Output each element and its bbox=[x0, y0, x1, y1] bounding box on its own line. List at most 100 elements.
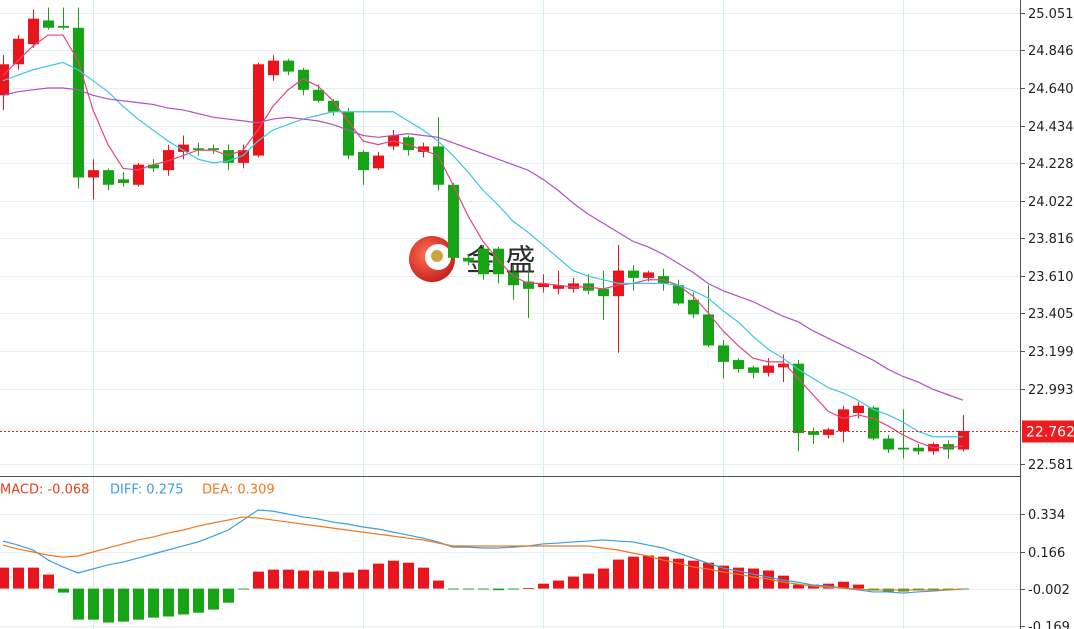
macd-bar bbox=[673, 558, 684, 589]
y-tick-label: 23.610 bbox=[1028, 270, 1074, 285]
macd-bar bbox=[73, 588, 84, 620]
candle-body bbox=[208, 148, 219, 151]
candle-body bbox=[883, 438, 894, 450]
candle-body bbox=[703, 314, 714, 346]
y-tick-label: 23.405 bbox=[1028, 307, 1074, 322]
macd-bar bbox=[58, 588, 69, 593]
macd-bar bbox=[283, 569, 294, 589]
candle-body bbox=[13, 38, 24, 65]
candle-body bbox=[508, 272, 519, 286]
macd-bar bbox=[178, 588, 189, 615]
candle-body bbox=[88, 170, 99, 178]
macd-bar bbox=[118, 588, 129, 622]
candle-body bbox=[238, 150, 249, 163]
last-price-label: 22.762 bbox=[1026, 425, 1074, 441]
y-tick-label: -0.169 bbox=[1028, 620, 1070, 629]
candle-body bbox=[808, 431, 819, 435]
candle-body bbox=[898, 447, 909, 450]
candle-body bbox=[688, 299, 699, 315]
candle-body bbox=[598, 288, 609, 297]
macd-bar bbox=[448, 588, 459, 590]
candle-body bbox=[868, 407, 879, 439]
candle-body bbox=[43, 20, 54, 28]
candle-body bbox=[418, 146, 429, 152]
candle-body bbox=[553, 285, 564, 289]
macd-bar bbox=[28, 567, 39, 589]
y-tick-label: 23.199 bbox=[1028, 345, 1074, 360]
candle-body bbox=[268, 60, 279, 76]
macd-bar bbox=[298, 570, 309, 589]
y-tick-label: 24.434 bbox=[1028, 120, 1074, 135]
macd-bar bbox=[718, 565, 729, 589]
candle-body bbox=[628, 270, 639, 278]
macd-bar bbox=[583, 573, 594, 589]
macd-readout: MACD: -0.068 bbox=[0, 483, 89, 498]
macd-bar bbox=[958, 588, 969, 590]
candle-body bbox=[328, 100, 339, 112]
moving-average-line bbox=[2, 34, 964, 449]
y-tick-label: 24.640 bbox=[1028, 82, 1074, 97]
macd-line bbox=[2, 509, 964, 594]
candle-body bbox=[118, 179, 129, 183]
macd-bar bbox=[943, 588, 954, 590]
macd-bar bbox=[463, 588, 474, 590]
macd-bar bbox=[0, 567, 9, 589]
candle-body bbox=[538, 283, 549, 288]
candle-body bbox=[73, 27, 84, 178]
macd-bar bbox=[43, 574, 54, 589]
candle-body bbox=[58, 25, 69, 28]
candle-body bbox=[958, 430, 969, 450]
macd-readout: DEA: 0.309 bbox=[202, 483, 275, 498]
macd-bar bbox=[688, 560, 699, 589]
macd-bar bbox=[628, 556, 639, 589]
macd-bar bbox=[208, 588, 219, 610]
macd-bar bbox=[238, 588, 249, 590]
candle-body bbox=[478, 248, 489, 275]
macd-bar bbox=[508, 588, 519, 590]
candle-body bbox=[823, 429, 834, 435]
y-tick-label: 22.581 bbox=[1028, 458, 1074, 473]
y-tick-label: 22.993 bbox=[1028, 383, 1074, 398]
macd-bar bbox=[313, 570, 324, 589]
macd-bar bbox=[88, 588, 99, 620]
y-tick-label: 0.334 bbox=[1028, 508, 1065, 523]
macd-bar bbox=[13, 567, 24, 589]
plot-layer: 25.051 24.846 24.640 24.434 24.228 24.022 23.8… bbox=[0, 7, 1074, 629]
macd-bar bbox=[478, 588, 489, 590]
macd-bar bbox=[388, 560, 399, 589]
candle-body bbox=[523, 281, 534, 289]
candle-body bbox=[343, 111, 354, 156]
macd-bar bbox=[598, 568, 609, 589]
macd-bar bbox=[853, 584, 864, 589]
macd-bar bbox=[418, 567, 429, 589]
vertical-grid bbox=[93, 0, 904, 629]
macd-readout: DIFF: 0.275 bbox=[110, 483, 184, 498]
candle-body bbox=[913, 447, 924, 452]
macd-bar bbox=[343, 572, 354, 589]
candle-body bbox=[193, 148, 204, 151]
candle-body bbox=[283, 60, 294, 72]
candle-body bbox=[148, 164, 159, 169]
macd-bar bbox=[403, 562, 414, 589]
watermark: 金 盛 bbox=[409, 236, 536, 282]
moving-average-line bbox=[2, 87, 964, 401]
macd-bar bbox=[658, 556, 669, 589]
macd-bar bbox=[793, 584, 804, 589]
watermark-logo-dot bbox=[431, 250, 443, 262]
candle-body bbox=[223, 150, 234, 163]
candle-body bbox=[793, 363, 804, 434]
candle-body bbox=[433, 146, 444, 185]
last-price-box bbox=[1022, 420, 1074, 443]
macd-bar bbox=[733, 567, 744, 589]
candle-body bbox=[358, 151, 369, 171]
candle-body bbox=[748, 367, 759, 373]
macd-bar bbox=[748, 568, 759, 589]
macd-bar bbox=[148, 588, 159, 618]
y-tick-label: 24.022 bbox=[1028, 195, 1074, 210]
candle-body bbox=[778, 363, 789, 368]
macd-bar bbox=[568, 576, 579, 589]
candle-body bbox=[253, 64, 264, 156]
candle-body bbox=[733, 360, 744, 370]
candle-body bbox=[838, 409, 849, 432]
